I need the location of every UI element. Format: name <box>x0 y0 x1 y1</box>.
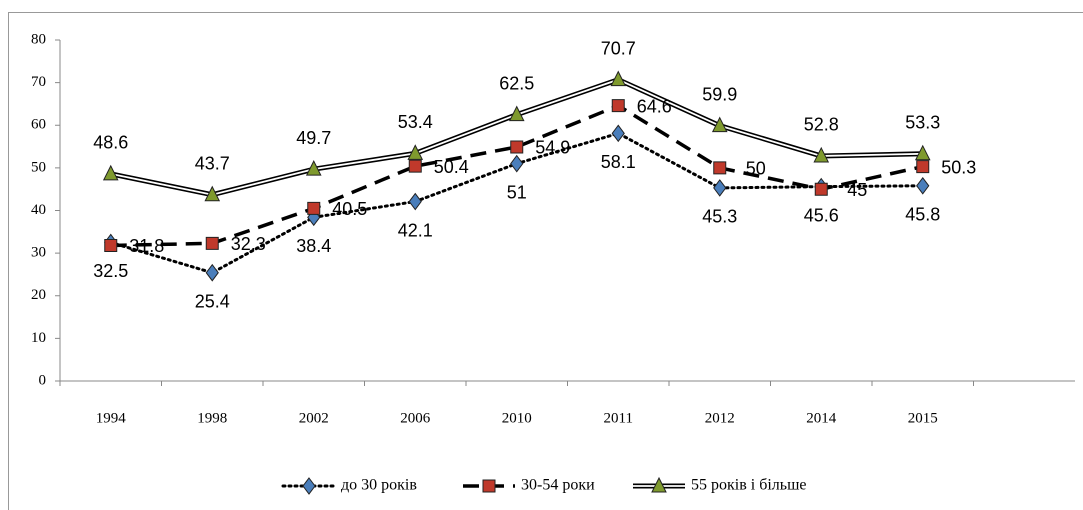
marker <box>307 201 321 215</box>
data-label: 25.4 <box>195 291 230 311</box>
data-label: 42.1 <box>398 220 433 240</box>
series-line-inner <box>110 78 923 196</box>
y-tick-label: 10 <box>31 330 46 346</box>
data-label: 70.7 <box>601 38 636 58</box>
series-line <box>110 103 924 248</box>
x-tick-label: 1994 <box>96 410 127 426</box>
marker <box>916 176 930 195</box>
marker <box>510 140 524 154</box>
marker <box>104 238 118 252</box>
data-label: 31.8 <box>129 236 164 256</box>
data-label: 43.7 <box>195 153 230 173</box>
x-tick-label: 2010 <box>502 410 532 426</box>
legend-label: 30-54 роки <box>521 477 595 494</box>
marker <box>813 146 830 163</box>
marker <box>914 144 931 161</box>
marker <box>611 124 625 143</box>
x-tick-label: 2012 <box>705 410 735 426</box>
data-label: 50 <box>746 159 766 179</box>
legend-marker <box>302 477 316 495</box>
data-label: 52.8 <box>804 115 839 135</box>
y-tick-label: 60 <box>31 117 46 133</box>
data-label: 48.6 <box>93 133 128 153</box>
chart-frame <box>8 12 1083 510</box>
y-tick-label: 30 <box>31 245 46 261</box>
marker <box>102 164 119 181</box>
x-tick-label: 1998 <box>197 410 227 426</box>
data-label: 40.5 <box>332 199 367 219</box>
marker <box>713 179 727 197</box>
legend-label: до 30 років <box>341 477 417 494</box>
y-tick-label: 20 <box>31 287 46 303</box>
marker <box>205 236 219 250</box>
data-label: 32.3 <box>231 234 266 254</box>
marker <box>407 144 424 160</box>
data-label: 50.3 <box>941 157 976 177</box>
marker <box>408 192 422 211</box>
legend-marker <box>482 479 496 493</box>
x-tick-label: 2011 <box>604 410 633 426</box>
data-label: 58.1 <box>601 152 636 172</box>
series-line <box>110 76 923 198</box>
data-label: 51 <box>507 182 527 202</box>
marker <box>611 99 625 113</box>
data-label: 62.5 <box>499 73 534 93</box>
data-label: 53.4 <box>398 112 433 132</box>
x-tick-label: 2015 <box>908 410 938 426</box>
marker <box>814 182 828 196</box>
data-label: 53.3 <box>905 113 940 133</box>
data-label: 64.6 <box>637 96 672 116</box>
x-tick-label: 2014 <box>806 410 837 426</box>
legend-label: 55 років і більше <box>691 477 807 494</box>
data-label: 49.7 <box>296 128 331 148</box>
y-tick-label: 70 <box>31 74 46 90</box>
y-tick-label: 80 <box>31 31 46 47</box>
data-label: 54.9 <box>535 138 570 158</box>
data-label: 59.9 <box>702 84 737 104</box>
legend-marker <box>651 476 667 493</box>
marker <box>713 161 727 175</box>
data-label: 32.5 <box>93 261 128 281</box>
data-label: 45.3 <box>702 207 737 227</box>
marker <box>204 185 221 202</box>
x-tick-label: 2006 <box>400 410 431 426</box>
marker <box>711 116 728 133</box>
marker <box>508 105 525 122</box>
data-label: 50.4 <box>434 157 469 177</box>
marker <box>916 160 930 174</box>
marker <box>205 263 219 282</box>
data-label: 45.6 <box>804 205 839 225</box>
data-label: 38.4 <box>296 236 331 256</box>
marker <box>305 160 322 176</box>
data-label: 45.8 <box>905 205 940 225</box>
x-tick-label: 2002 <box>299 410 329 426</box>
y-tick-label: 0 <box>39 372 47 388</box>
y-tick-label: 40 <box>31 202 46 218</box>
marker <box>408 159 422 173</box>
data-label: 45 <box>847 180 867 200</box>
marker <box>510 154 524 173</box>
marker <box>610 70 627 87</box>
y-tick-label: 50 <box>31 159 46 175</box>
